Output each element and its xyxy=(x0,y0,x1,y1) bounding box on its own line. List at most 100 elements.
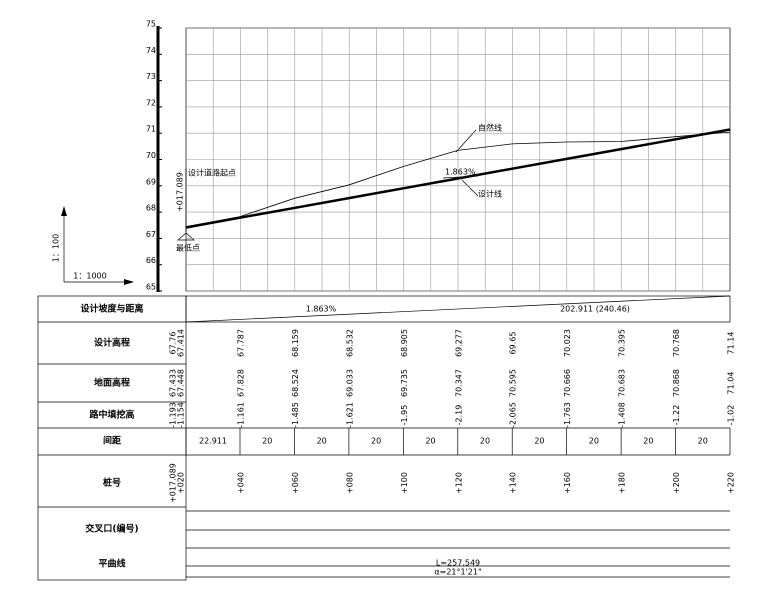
ground-elevation: 67.828 xyxy=(237,369,246,397)
fill-cut: -1.408 xyxy=(618,402,627,428)
start-label: 设计道路起点 xyxy=(188,168,236,178)
y-tick-label: 74 xyxy=(146,46,156,55)
fill-cut: -1.02 xyxy=(727,405,736,426)
y-tick-label: 69 xyxy=(146,177,156,186)
vertical-scale: 1：100 xyxy=(52,234,61,262)
station: +220 xyxy=(727,472,736,494)
y-tick-label: 65 xyxy=(146,283,156,292)
station: +020 xyxy=(177,472,186,494)
fill-cut: -1.154 xyxy=(177,402,186,428)
row-label: 交叉口(编号) xyxy=(85,523,138,535)
curve-angle: α=21°1'21" xyxy=(434,568,481,577)
spacing: 20 xyxy=(425,437,435,446)
arrow-head xyxy=(61,206,67,216)
fill-cut: -1.22 xyxy=(672,405,681,426)
lowest-marker xyxy=(177,232,195,241)
design-elevation: 70.395 xyxy=(618,329,627,357)
station: +017.089 xyxy=(169,463,178,503)
spacing: 20 xyxy=(317,437,327,446)
row-label: 设计高程 xyxy=(94,337,130,349)
design-line xyxy=(185,128,731,229)
spacing: 22.911 xyxy=(199,437,227,446)
horizontal-scale: 1：1000 xyxy=(73,272,106,281)
natural-label: 自然线 xyxy=(478,123,502,133)
ground-elevation: 71.04 xyxy=(727,372,736,395)
ground-elevation: 70.666 xyxy=(563,369,572,397)
design-elevation: 67.414 xyxy=(177,329,186,357)
row-label: 桩号 xyxy=(103,477,121,489)
grade-length: 202.911 (240.46) xyxy=(560,305,630,314)
ground-elevation: 69.033 xyxy=(345,369,354,397)
leader xyxy=(461,179,479,197)
design-elevation: 68.532 xyxy=(345,329,354,357)
ground-elevation: 70.683 xyxy=(618,369,627,397)
ground-elevation: 67.448 xyxy=(177,369,186,397)
station: +060 xyxy=(291,472,300,494)
ground-elevation: 69.735 xyxy=(400,369,409,397)
ground-elevation: 70.868 xyxy=(672,369,681,397)
fill-cut: -2.065 xyxy=(509,402,518,428)
spacing: 20 xyxy=(643,437,653,446)
station: +080 xyxy=(345,472,354,494)
spacing: 20 xyxy=(698,437,708,446)
design-elevation: 70.768 xyxy=(672,329,681,357)
fill-cut: -1.485 xyxy=(291,402,300,428)
natural-line xyxy=(185,131,731,228)
design-elevation: 69.277 xyxy=(454,329,463,357)
table-frame xyxy=(37,295,731,581)
spacing: 20 xyxy=(262,437,272,446)
station: +200 xyxy=(672,472,681,494)
ground-elevation: 67.433 xyxy=(169,369,178,397)
fill-cut: -1.161 xyxy=(237,402,246,428)
design-elevation: 70.023 xyxy=(563,329,572,357)
curve-length: L=257.549 xyxy=(436,559,480,568)
design-elevation: 67.787 xyxy=(237,329,246,357)
fill-cut: -1.621 xyxy=(345,402,354,428)
row-label: 间距 xyxy=(103,435,121,447)
design-elevation: 71.14 xyxy=(727,332,736,355)
design-elevation: 67.76 xyxy=(169,332,178,355)
y-tick-label: 71 xyxy=(146,125,156,134)
design-elevation: 68.159 xyxy=(291,329,300,357)
lowest-label: 最低点 xyxy=(176,243,200,253)
row-label: 设计坡度与距离 xyxy=(80,303,143,315)
y-tick-label: 67 xyxy=(146,230,156,239)
fill-cut: -1.193 xyxy=(169,402,178,428)
start-station: +017.089 xyxy=(176,172,185,212)
station: +040 xyxy=(237,472,246,494)
spacing: 20 xyxy=(534,437,544,446)
row-label: 地面高程 xyxy=(94,377,130,389)
y-tick-label: 73 xyxy=(146,72,156,81)
spacing: 20 xyxy=(480,437,490,446)
row-label: 路中填挖高 xyxy=(89,409,134,421)
grade-text: 1.863% xyxy=(306,305,337,314)
design-elevation: 68.905 xyxy=(400,329,409,357)
grade-cell xyxy=(185,295,731,323)
station: +160 xyxy=(563,472,572,494)
spacing: 20 xyxy=(589,437,599,446)
grade-line xyxy=(185,295,731,323)
y-tick-label: 75 xyxy=(146,20,156,29)
fill-cut: -2.19 xyxy=(454,405,463,426)
station: +120 xyxy=(454,472,463,494)
design-label: 设计线 xyxy=(478,189,502,199)
y-tick-label: 72 xyxy=(146,98,156,107)
spacing: 20 xyxy=(371,437,381,446)
y-tick-label: 66 xyxy=(146,256,156,265)
ground-elevation: 68.524 xyxy=(291,369,300,397)
row-label: 平曲线 xyxy=(98,558,125,570)
fill-cut: -1.763 xyxy=(563,402,572,428)
design-elevation: 69.65 xyxy=(509,332,518,355)
ground-elevation: 70.595 xyxy=(509,369,518,397)
station: +140 xyxy=(509,472,518,494)
leader xyxy=(455,129,477,153)
grade-annotation: 1.863% xyxy=(445,168,476,177)
fill-cut: -1.95 xyxy=(400,405,409,426)
station: +180 xyxy=(618,472,627,494)
ground-elevation: 70.347 xyxy=(454,369,463,397)
y-tick-label: 68 xyxy=(146,204,156,213)
arrow-head xyxy=(124,279,134,285)
y-tick-label: 70 xyxy=(146,151,156,160)
station: +100 xyxy=(400,472,409,494)
